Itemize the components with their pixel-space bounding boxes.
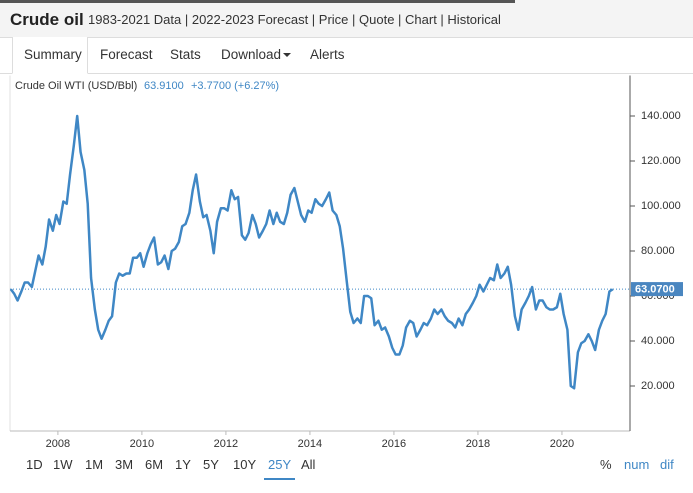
change: +3.7700 (+6.27%) (191, 80, 279, 92)
tab[interactable]: Summary (24, 47, 82, 62)
range-button[interactable]: 1W (53, 457, 73, 472)
current-price-box (631, 282, 683, 297)
x-tick-label: 2018 (466, 438, 490, 450)
range-button[interactable]: 1M (85, 457, 104, 472)
y-tick-label: 80.000 (641, 245, 675, 257)
range-button[interactable]: 1Y (175, 457, 191, 472)
x-tick-label: 2010 (130, 438, 154, 450)
range-button[interactable]: 1D (26, 457, 43, 472)
header: Crude oil 1983-2021 Data | 2022-2023 For… (0, 0, 693, 38)
y-tick-label: 100.000 (641, 200, 681, 212)
chart: Crude Oil WTI (USD/Bbl) 63.9100 +3.7700 … (9, 75, 683, 450)
last-value: 63.9100 (144, 80, 184, 92)
tab[interactable]: Stats (170, 47, 201, 62)
mode-button[interactable]: num (624, 457, 650, 472)
mode-button[interactable]: dif (660, 457, 674, 472)
tab[interactable]: Forecast (100, 47, 153, 62)
tab[interactable]: Download (221, 47, 282, 62)
range-button[interactable]: All (301, 457, 316, 472)
y-tick-label: 20.000 (641, 380, 675, 392)
header-links[interactable]: 1983-2021 Data | 2022-2023 Forecast | Pr… (88, 12, 501, 27)
x-tick-label: 2014 (298, 438, 322, 450)
mode-button[interactable]: % (600, 457, 612, 472)
y-tick-label: 120.000 (641, 155, 681, 167)
x-tick-label: 2016 (382, 438, 406, 450)
current-price-label: 63.0700 (635, 283, 675, 295)
y-tick-label: 40.000 (641, 335, 675, 347)
range-button[interactable]: 10Y (233, 457, 257, 472)
x-tick-label: 2008 (46, 438, 70, 450)
price-line-series (9, 114, 614, 390)
legend-name: Crude Oil WTI (USD/Bbl) (15, 80, 137, 92)
y-tick-label: 140.000 (641, 110, 681, 122)
tab[interactable]: Alerts (310, 47, 345, 62)
page-title: Crude oil (10, 10, 84, 29)
range-button[interactable]: 25Y (264, 457, 296, 480)
x-tick-label: 2020 (550, 438, 574, 450)
tabs: Summary Forecast Stats Download Alerts (0, 37, 693, 74)
range-button[interactable]: 3M (115, 457, 134, 472)
range-button[interactable]: 5Y (203, 457, 219, 472)
range-button[interactable]: 6M (145, 457, 164, 472)
x-tick-label: 2012 (214, 438, 238, 450)
